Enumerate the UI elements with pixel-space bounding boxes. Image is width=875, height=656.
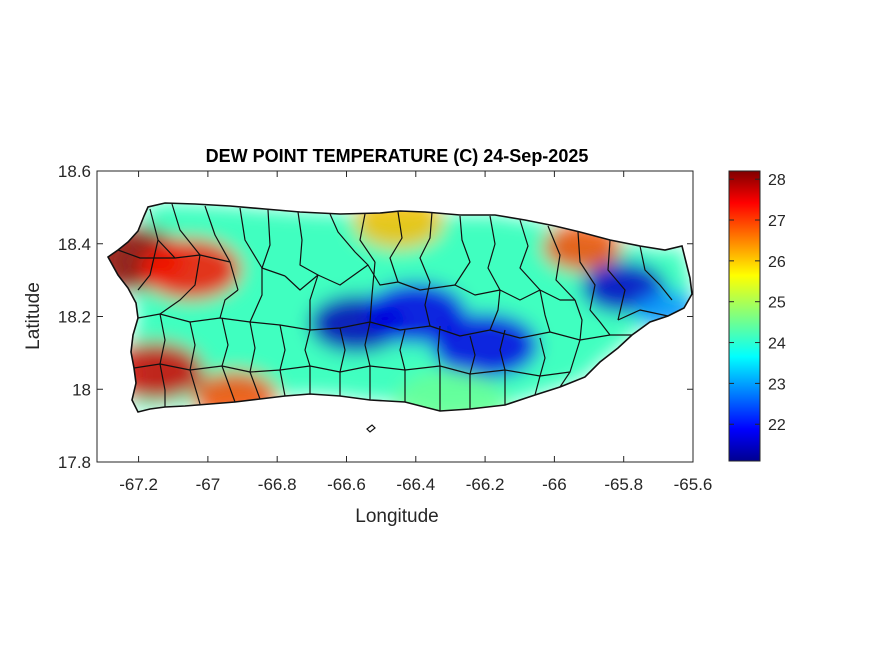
municipality-border [519,219,541,291]
municipality-border [309,274,319,330]
caja-de-muertos-island [366,424,376,433]
field-blob [431,313,539,378]
y-tick-label: 18.4 [58,235,91,254]
x-axis-label: Longitude [355,506,438,527]
municipality-border [489,289,501,331]
y-axis-label: Latitude [23,282,44,350]
municipality-border [219,289,239,319]
municipality-border [329,213,369,266]
municipality-border [189,321,201,405]
municipality-border [171,203,201,256]
municipality-border [437,325,441,411]
municipality-border [137,239,159,291]
colorbar-tick-label: 23 [768,376,786,393]
municipality-border [117,249,175,259]
municipality-border [539,289,551,333]
x-tick-label: -66.2 [466,475,505,494]
colorbar-tick-label: 28 [768,172,786,189]
colorbar [728,170,761,462]
colorbar-tick-label: 22 [768,417,786,434]
municipality-border [249,321,261,400]
municipality-border [534,337,546,396]
x-tick-label: -66.8 [258,475,297,494]
colorbar-tick-label: 27 [768,213,786,230]
x-tick-label: -67.2 [119,475,158,494]
municipality-border [359,213,376,263]
y-axis: 18.6 18.4 18.2 18 17.8 [58,162,693,472]
coastline [106,202,693,413]
x-tick-label: -67 [196,475,221,494]
y-tick-label: 18.6 [58,162,91,181]
municipality-border [369,261,376,323]
municipality-borders [117,203,673,411]
municipality-border [577,231,596,311]
municipality-border [297,211,319,276]
municipality-border [499,329,506,405]
colorbar-tick-label: 26 [768,254,786,271]
colorbar-ticks: 22 23 24 25 26 27 28 [729,172,786,434]
colorbar-tick-label: 25 [768,295,786,312]
field-blob [394,369,507,412]
x-tick-label: -65.8 [604,475,643,494]
municipality-border [239,207,263,269]
x-tick-label: -65.6 [674,475,713,494]
municipality-border [487,215,501,291]
municipality-border [159,254,201,315]
municipality-border [279,324,286,397]
municipality-border [261,209,286,277]
municipality-border [204,205,239,291]
x-tick-label: -66 [542,475,567,494]
x-tick-label: -66.4 [396,475,435,494]
municipality-border [339,327,346,396]
municipality-border [469,335,476,409]
colorbar-tick-label: 24 [768,336,786,353]
municipality-border [249,268,263,323]
municipality-border [559,299,583,388]
x-axis: -67.2 -67 -66.8 -66.6 -66.4 -66.2 -66 -65.8 -65.… [119,171,712,494]
municipality-border [304,329,311,394]
municipality-border [419,211,433,283]
municipality-border [399,329,406,402]
field-blob [140,238,241,300]
municipality-border [284,264,575,301]
municipality-border [547,225,576,301]
municipality-border [607,239,626,321]
municipality-border [424,281,431,327]
municipality-border [159,313,166,407]
municipality-border [617,309,669,321]
municipality-border [589,309,632,336]
municipality-border [389,211,403,283]
chart-title: DEW POINT TEMPERATURE (C) 24-Sep-2025 [206,146,589,166]
y-tick-label: 18 [72,380,91,399]
municipality-border [454,215,471,286]
municipality-border [639,245,673,301]
x-tick-label: -66.6 [327,475,366,494]
municipality-border [364,321,371,400]
municipality-border [221,317,236,403]
y-tick-label: 17.8 [58,453,91,472]
y-tick-label: 18.2 [58,308,91,327]
